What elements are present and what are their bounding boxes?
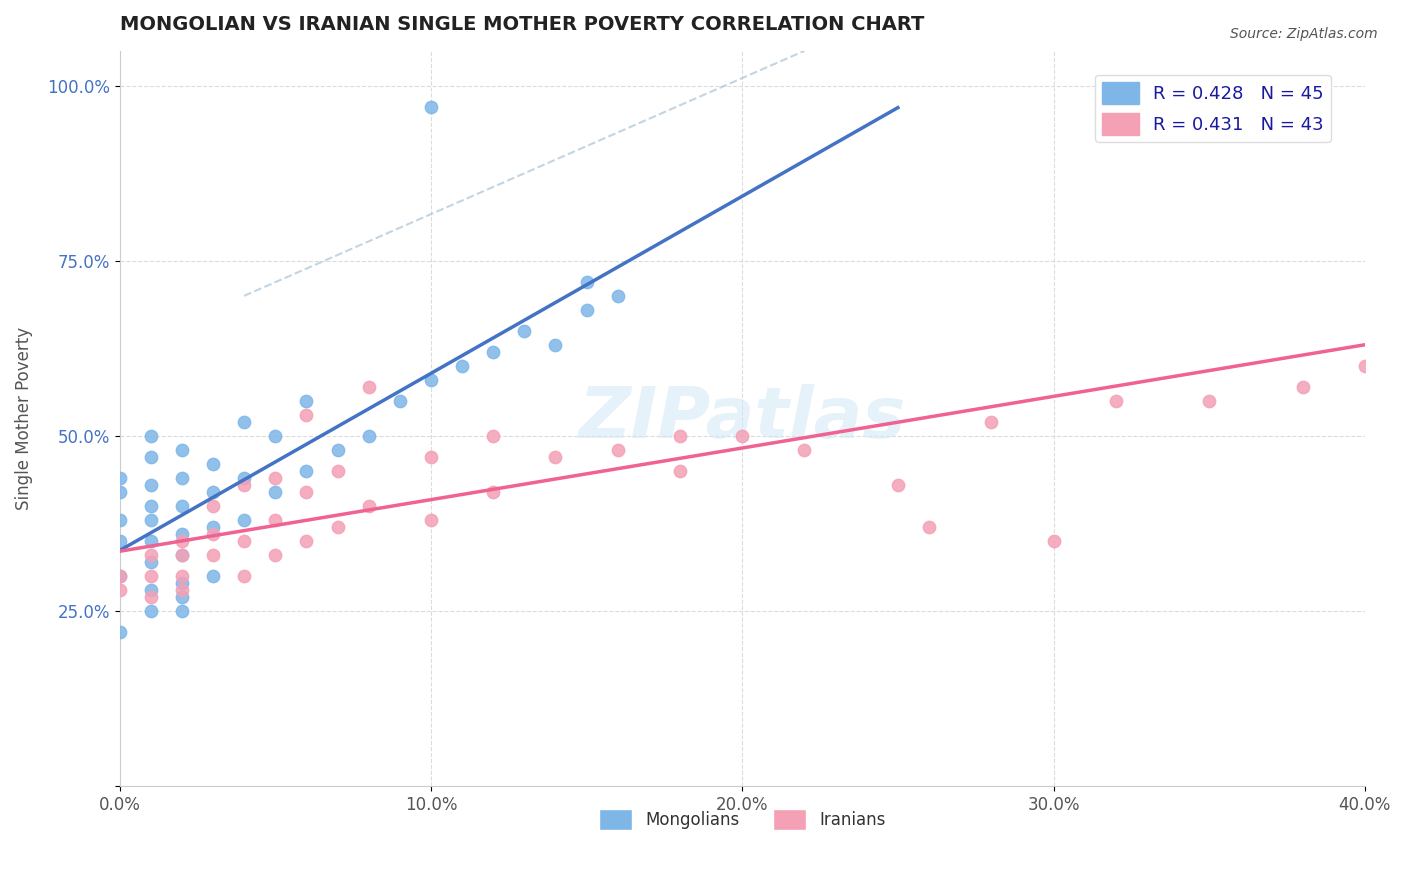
Iranians: [357, 499, 380, 513]
Iranians: [887, 478, 910, 492]
Iranians: [295, 408, 318, 422]
Mongolians: [201, 520, 224, 534]
Iranians: [233, 569, 256, 583]
Mongolians: [544, 338, 567, 352]
Iranians: [669, 464, 692, 478]
Iranians: [170, 569, 193, 583]
Mongolians: [170, 575, 193, 590]
Iranians: [295, 533, 318, 548]
Mongolians: [139, 604, 162, 618]
Iranians: [139, 569, 162, 583]
Mongolians: [295, 393, 318, 408]
Text: ZIPatlas: ZIPatlas: [578, 384, 905, 453]
Text: Source: ZipAtlas.com: Source: ZipAtlas.com: [1230, 27, 1378, 41]
Iranians: [264, 513, 287, 527]
Iranians: [1198, 393, 1220, 408]
Mongolians: [170, 499, 193, 513]
Iranians: [201, 499, 224, 513]
Mongolians: [170, 548, 193, 562]
Mongolians: [139, 450, 162, 464]
Mongolians: [108, 569, 131, 583]
Iranians: [326, 464, 349, 478]
Mongolians: [108, 513, 131, 527]
Mongolians: [513, 324, 536, 338]
Mongolians: [482, 344, 505, 359]
Mongolians: [201, 484, 224, 499]
Mongolians: [201, 569, 224, 583]
Iranians: [264, 548, 287, 562]
Iranians: [233, 533, 256, 548]
Mongolians: [451, 359, 474, 373]
Iranians: [419, 450, 441, 464]
Iranians: [170, 548, 193, 562]
Iranians: [482, 484, 505, 499]
Iranians: [793, 442, 815, 457]
Mongolians: [264, 484, 287, 499]
Iranians: [108, 582, 131, 597]
Mongolians: [108, 533, 131, 548]
Mongolians: [139, 499, 162, 513]
Mongolians: [201, 457, 224, 471]
Iranians: [201, 526, 224, 541]
Iranians: [139, 590, 162, 604]
Text: MONGOLIAN VS IRANIAN SINGLE MOTHER POVERTY CORRELATION CHART: MONGOLIAN VS IRANIAN SINGLE MOTHER POVER…: [120, 15, 924, 34]
Mongolians: [326, 442, 349, 457]
Iranians: [731, 429, 754, 443]
Iranians: [295, 484, 318, 499]
Mongolians: [295, 464, 318, 478]
Legend: Mongolians, Iranians: Mongolians, Iranians: [592, 803, 893, 836]
Mongolians: [139, 555, 162, 569]
Mongolians: [108, 624, 131, 639]
Iranians: [326, 520, 349, 534]
Mongolians: [233, 513, 256, 527]
Iranians: [1354, 359, 1376, 373]
Mongolians: [233, 471, 256, 485]
Mongolians: [388, 393, 411, 408]
Iranians: [201, 548, 224, 562]
Mongolians: [575, 302, 598, 317]
Iranians: [357, 380, 380, 394]
Mongolians: [139, 513, 162, 527]
Iranians: [1042, 533, 1064, 548]
Mongolians: [139, 582, 162, 597]
Mongolians: [170, 471, 193, 485]
Mongolians: [233, 415, 256, 429]
Mongolians: [419, 373, 441, 387]
Iranians: [419, 513, 441, 527]
Mongolians: [108, 484, 131, 499]
Iranians: [139, 548, 162, 562]
Mongolians: [139, 429, 162, 443]
Iranians: [1291, 380, 1313, 394]
Mongolians: [357, 429, 380, 443]
Iranians: [918, 520, 941, 534]
Iranians: [544, 450, 567, 464]
Y-axis label: Single Mother Poverty: Single Mother Poverty: [15, 326, 32, 510]
Mongolians: [170, 604, 193, 618]
Iranians: [170, 582, 193, 597]
Iranians: [1105, 393, 1128, 408]
Mongolians: [170, 526, 193, 541]
Iranians: [108, 569, 131, 583]
Mongolians: [419, 100, 441, 114]
Mongolians: [170, 442, 193, 457]
Mongolians: [606, 289, 628, 303]
Mongolians: [264, 429, 287, 443]
Iranians: [170, 533, 193, 548]
Mongolians: [575, 275, 598, 289]
Iranians: [980, 415, 1002, 429]
Mongolians: [139, 533, 162, 548]
Mongolians: [108, 471, 131, 485]
Mongolians: [170, 590, 193, 604]
Iranians: [669, 429, 692, 443]
Mongolians: [139, 478, 162, 492]
Iranians: [264, 471, 287, 485]
Iranians: [1260, 100, 1282, 114]
Iranians: [482, 429, 505, 443]
Iranians: [233, 478, 256, 492]
Iranians: [606, 442, 628, 457]
